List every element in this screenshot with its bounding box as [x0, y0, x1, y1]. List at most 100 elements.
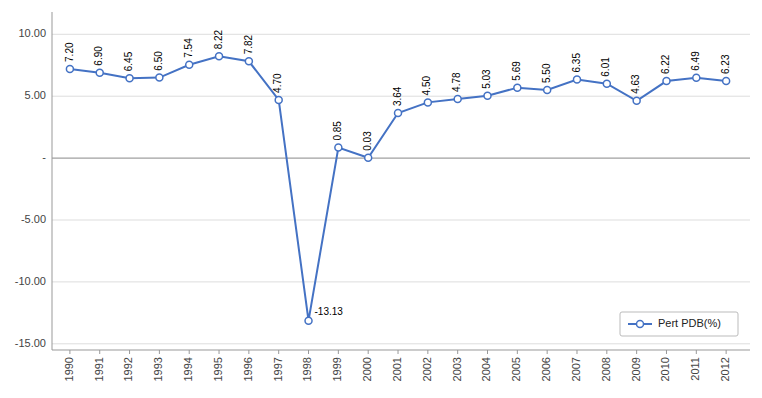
point	[514, 84, 521, 91]
x-tick-label: 1990	[63, 357, 75, 381]
data-label: 4.50	[421, 75, 432, 95]
x-axis-line	[52, 350, 750, 351]
data-label: 0.85	[332, 121, 343, 141]
x-tick-label: 2007	[570, 357, 582, 381]
point	[395, 110, 402, 117]
y-tick-label: -15.00	[15, 337, 46, 349]
x-tick-label: 1994	[182, 357, 194, 381]
x-tick	[487, 350, 488, 354]
x-tick	[427, 350, 428, 354]
legend-marker	[637, 321, 644, 328]
data-label: -13.13	[315, 306, 344, 317]
data-label: 6.01	[600, 57, 611, 77]
data-label: 7.54	[183, 38, 194, 58]
point	[603, 80, 610, 87]
point	[693, 74, 700, 81]
x-tick-label: 2002	[421, 357, 433, 381]
data-label: 6.22	[660, 54, 671, 74]
x-tick-label: 1991	[93, 357, 105, 381]
data-label: 5.50	[541, 63, 552, 83]
x-tick-label: 1997	[272, 357, 284, 381]
x-tick-label: 1998	[301, 357, 313, 381]
data-label: 7.20	[64, 42, 75, 62]
series-line	[70, 56, 726, 320]
legend-label: Pert PDB(%)	[658, 317, 721, 329]
grid-line	[52, 220, 750, 221]
data-label: 3.64	[392, 86, 403, 106]
y-tick-label: 5.00	[25, 89, 46, 101]
point	[66, 65, 73, 72]
data-label: 6.35	[571, 53, 582, 73]
plot-area	[66, 53, 729, 324]
grid-line	[52, 34, 750, 35]
x-tick-label: 2004	[480, 357, 492, 381]
point	[663, 78, 670, 85]
x-tick	[547, 350, 548, 354]
chart: -15.00-10.00-5.00-5.0010.001990199119921…	[0, 0, 762, 398]
y-tick-label: -5.00	[21, 213, 46, 225]
x-tick	[338, 350, 339, 354]
x-tick-label: 2011	[689, 357, 701, 381]
x-tick	[517, 350, 518, 354]
data-label: 7.82	[243, 34, 254, 54]
x-tick	[308, 350, 309, 354]
x-tick-label: 2005	[510, 357, 522, 381]
point	[454, 95, 461, 102]
x-tick	[219, 350, 220, 354]
x-tick-label: 1993	[152, 357, 164, 381]
data-label: 5.69	[511, 61, 522, 81]
x-tick	[278, 350, 279, 354]
legend: Pert PDB(%)	[620, 312, 738, 336]
x-tick-label: 1995	[212, 357, 224, 381]
x-tick	[129, 350, 130, 354]
point	[186, 61, 193, 68]
point	[544, 87, 551, 94]
data-label: 0.03	[362, 131, 373, 151]
x-tick-label: 1996	[242, 357, 254, 381]
x-tick	[606, 350, 607, 354]
grid-line	[52, 281, 750, 282]
point	[633, 97, 640, 104]
data-label: 4.78	[451, 72, 462, 92]
x-tick	[457, 350, 458, 354]
point	[573, 76, 580, 83]
x-tick-label: 2003	[451, 357, 463, 381]
point	[245, 58, 252, 65]
x-tick	[696, 350, 697, 354]
point	[275, 96, 282, 103]
data-label: 4.70	[272, 73, 283, 93]
data-label: 6.50	[153, 51, 164, 71]
y-tick-label: 10.00	[18, 27, 46, 39]
point	[156, 74, 163, 81]
point	[305, 317, 312, 324]
data-label: 6.49	[690, 51, 701, 71]
y-tick-label: -	[42, 151, 46, 163]
point	[96, 69, 103, 76]
x-tick-label: 2006	[540, 357, 552, 381]
x-tick-label: 1992	[122, 357, 134, 381]
grid-line	[52, 343, 750, 344]
point	[335, 144, 342, 151]
data-labels: 7.206.906.456.507.548.227.824.70-13.130.…	[64, 29, 731, 316]
x-tick-label: 2009	[630, 357, 642, 381]
y-axis-line	[52, 12, 53, 350]
data-label: 6.90	[93, 46, 104, 66]
x-tick	[666, 350, 667, 354]
data-label: 5.03	[481, 69, 492, 89]
x-tick-label: 2012	[719, 357, 731, 381]
x-tick	[368, 350, 369, 354]
x-tick-label: 2001	[391, 357, 403, 381]
point	[126, 75, 133, 82]
x-tick	[159, 350, 160, 354]
x-tick	[99, 350, 100, 354]
point	[365, 154, 372, 161]
x-tick	[636, 350, 637, 354]
data-label: 6.23	[720, 54, 731, 74]
point	[484, 92, 491, 99]
point	[723, 77, 730, 84]
grid-line	[52, 158, 750, 159]
x-tick	[248, 350, 249, 354]
x-tick-label: 2010	[659, 357, 671, 381]
data-label: 4.63	[630, 74, 641, 94]
legend-box	[620, 312, 738, 336]
